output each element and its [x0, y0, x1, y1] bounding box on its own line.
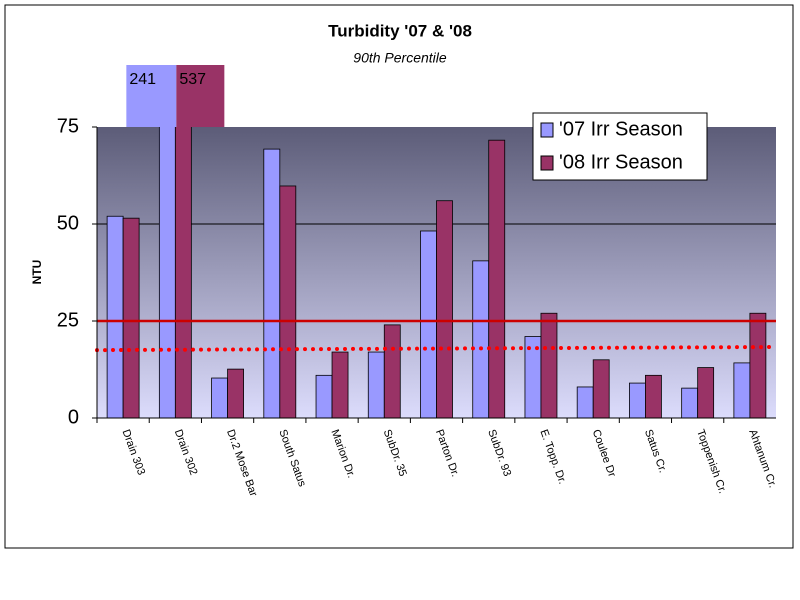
value-label: 241: [129, 71, 156, 88]
legend-swatch: [540, 122, 554, 138]
y-axis-label: NTU: [30, 260, 44, 285]
bar: [488, 139, 506, 418]
legend-box: [532, 112, 708, 181]
legend-label: '07 Irr Season: [559, 118, 683, 140]
bar: [367, 351, 385, 418]
chart-title: Turbidity '07 & '08: [328, 21, 472, 40]
y-tick-label: 50: [57, 212, 79, 234]
bar: [540, 312, 558, 418]
bar: [158, 127, 176, 418]
bar: [122, 217, 140, 418]
reference-line: [95, 344, 778, 353]
bar: [749, 312, 767, 418]
bar: [331, 351, 349, 418]
bars: [106, 127, 767, 418]
bar: [436, 200, 453, 418]
bar: [279, 185, 297, 418]
bar: [106, 215, 124, 418]
bar: [629, 382, 646, 418]
bar: [576, 386, 594, 418]
bar: [472, 260, 490, 418]
bar: [211, 377, 228, 418]
bar: [315, 374, 333, 418]
y-tick-label: 75: [57, 115, 79, 137]
bar: [592, 359, 610, 418]
chart-subtitle: 90th Percentile: [353, 50, 447, 66]
legend-swatch: [540, 155, 554, 171]
bar: [383, 324, 401, 418]
y-tick-label: 25: [57, 309, 79, 331]
bar: [733, 362, 751, 418]
overflow-label-box: [126, 65, 177, 127]
value-label: 537: [179, 71, 206, 88]
y-tick-label: 0: [68, 406, 79, 428]
bar: [420, 230, 437, 418]
bar: [697, 367, 715, 418]
bar: [174, 127, 192, 418]
overflow-label-box: [176, 65, 225, 127]
bar: [645, 374, 662, 418]
bar: [681, 387, 699, 418]
bar: [263, 148, 281, 418]
bar: [227, 368, 244, 418]
legend-label: '08 Irr Season: [559, 151, 683, 173]
